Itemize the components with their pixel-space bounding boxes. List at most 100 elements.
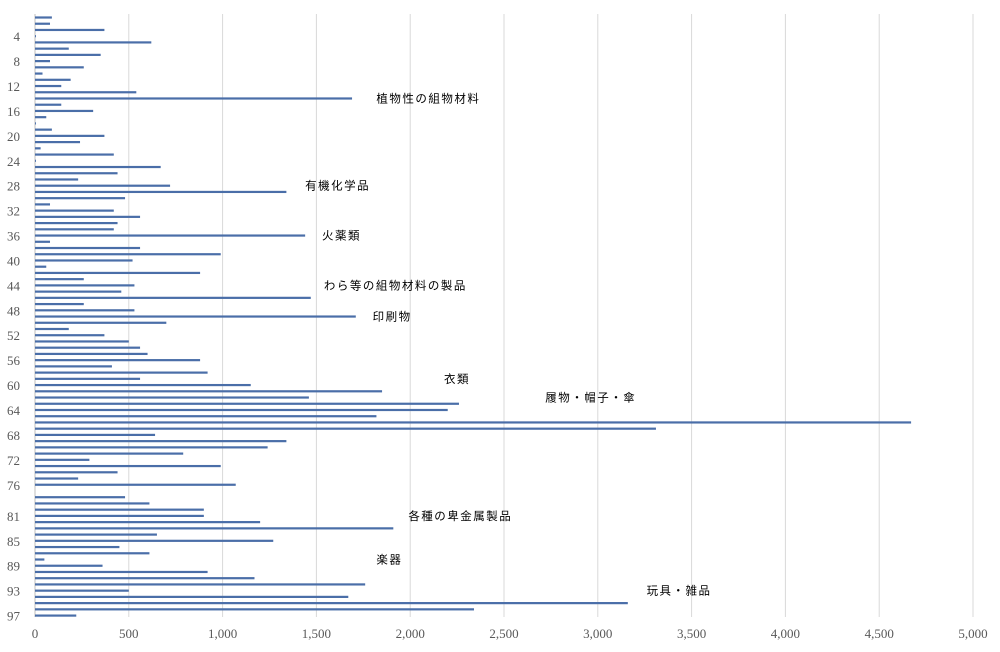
bar	[35, 471, 118, 474]
bars	[35, 16, 912, 617]
y-tick-label: 24	[7, 154, 21, 169]
bar	[35, 53, 101, 56]
bar	[35, 253, 221, 256]
bar	[35, 47, 69, 50]
bar	[35, 514, 204, 517]
y-tick-label: 81	[7, 509, 20, 524]
x-tick-label: 500	[119, 626, 139, 641]
bar	[35, 84, 62, 88]
bar	[35, 97, 353, 100]
bar	[35, 109, 94, 113]
bar	[35, 184, 171, 187]
bar	[35, 278, 84, 281]
bar	[35, 159, 36, 162]
bar	[35, 265, 47, 268]
bar	[35, 35, 36, 38]
bar	[35, 190, 287, 194]
y-tick-label: 8	[14, 54, 21, 69]
bar	[35, 78, 71, 81]
bar	[35, 545, 120, 549]
bar	[35, 427, 656, 430]
bar	[35, 271, 201, 275]
bar	[35, 91, 137, 94]
x-tick-label: 4,000	[771, 626, 800, 641]
y-tick-label: 40	[7, 253, 20, 268]
bar	[35, 583, 366, 586]
bar	[35, 589, 129, 592]
bar	[35, 41, 152, 44]
y-tick-label: 44	[7, 278, 21, 293]
y-tick-label: 4	[14, 29, 21, 44]
bar	[35, 16, 52, 19]
bar	[35, 508, 204, 511]
bar	[35, 558, 45, 561]
bar	[35, 334, 105, 337]
x-axis-ticks: 0 500 1,000 1,500 2,000 2,500 3,000 3,500 4,000 4…	[32, 626, 988, 641]
gridlines	[34, 14, 974, 617]
bar	[35, 284, 135, 287]
bar	[35, 415, 377, 418]
bar	[35, 141, 81, 144]
bar	[35, 203, 51, 206]
bar	[35, 371, 208, 374]
bar	[35, 570, 208, 574]
bar	[35, 340, 129, 343]
bar	[35, 402, 459, 405]
y-tick-label: 68	[7, 428, 20, 443]
bar	[35, 22, 51, 25]
bar	[35, 290, 122, 293]
bar	[35, 564, 103, 567]
bar	[35, 390, 383, 393]
y-tick-label: 72	[7, 453, 20, 468]
y-tick-label: 12	[7, 79, 20, 94]
bar	[35, 533, 157, 536]
bar	[35, 153, 114, 156]
annotation-label: 各種の卑金属製品	[408, 509, 512, 523]
bar	[35, 452, 184, 455]
y-tick-label: 60	[7, 378, 20, 393]
x-tick-label: 3,500	[677, 626, 706, 641]
bar	[35, 608, 474, 611]
annotations: 植物性の組物材料有機化学品火薬類わら等の組物材料の製品印刷物衣類履物・帽子・傘各…	[305, 91, 712, 598]
bar	[35, 327, 69, 331]
bar	[35, 66, 84, 69]
bar	[35, 440, 287, 443]
bar	[35, 527, 394, 530]
x-tick-label: 2,500	[489, 626, 518, 641]
y-tick-label: 76	[7, 478, 21, 493]
annotation-label: 植物性の組物材料	[376, 91, 480, 105]
x-tick-label: 3,000	[583, 626, 612, 641]
annotation-label: 火薬類	[322, 229, 361, 243]
x-tick-label: 2,000	[396, 626, 425, 641]
y-tick-label: 56	[7, 353, 21, 368]
bar	[35, 309, 135, 312]
annotation-label: 楽器	[376, 553, 402, 567]
x-tick-label: 5,000	[958, 626, 987, 641]
bar	[35, 577, 255, 580]
annotation-label: 玩具・雑品	[647, 584, 712, 598]
bar	[35, 197, 126, 200]
bar	[35, 315, 356, 318]
bar	[35, 365, 112, 368]
x-tick-label: 4,500	[865, 626, 894, 641]
bar	[35, 383, 251, 387]
bar	[35, 302, 84, 306]
y-tick-label: 28	[7, 179, 20, 194]
bar	[35, 458, 90, 461]
x-tick-label: 0	[32, 626, 39, 641]
bar	[35, 483, 236, 486]
bar	[35, 602, 628, 605]
bar	[35, 172, 118, 175]
y-tick-label: 97	[7, 609, 21, 624]
annotation-label: 履物・帽子・傘	[545, 391, 636, 405]
y-tick-label: 48	[7, 303, 20, 318]
x-tick-label: 1,000	[208, 626, 237, 641]
bar	[35, 72, 43, 75]
y-tick-label: 89	[7, 559, 20, 574]
y-tick-label: 93	[7, 584, 20, 599]
bar	[35, 477, 79, 480]
bar	[35, 433, 156, 437]
annotation-label: 衣類	[444, 372, 470, 386]
bar	[35, 234, 306, 237]
bar	[35, 496, 126, 499]
